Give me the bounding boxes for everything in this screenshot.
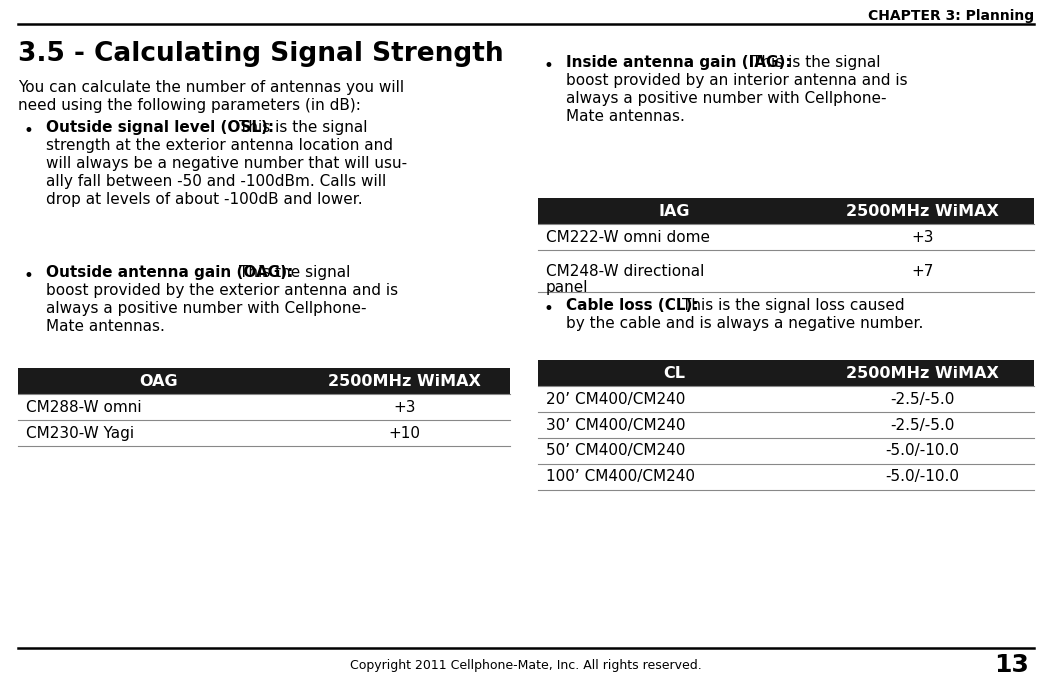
Text: boost provided by an interior antenna and is: boost provided by an interior antenna an… (566, 73, 908, 88)
Bar (538, 250, 1034, 292)
Text: strength at the exterior antenna location and: strength at the exterior antenna locatio… (46, 138, 393, 153)
Text: drop at levels of about -100dB and lower.: drop at levels of about -100dB and lower… (46, 192, 363, 207)
Bar (538, 386, 1034, 412)
Text: CM288-W omni: CM288-W omni (26, 400, 142, 414)
Text: -5.0/-10.0: -5.0/-10.0 (886, 470, 959, 484)
Bar (538, 438, 1034, 464)
Text: +10: +10 (388, 425, 420, 441)
Text: need using the following parameters (in dB):: need using the following parameters (in … (18, 98, 361, 113)
Text: IAG: IAG (659, 203, 690, 219)
Text: 13: 13 (994, 653, 1029, 677)
Text: 2500MHz WiMAX: 2500MHz WiMAX (846, 203, 998, 219)
Bar (18, 420, 510, 446)
Text: •: • (24, 122, 34, 140)
Text: 3.5 - Calculating Signal Strength: 3.5 - Calculating Signal Strength (18, 41, 504, 67)
Text: 30’ CM400/CM240: 30’ CM400/CM240 (546, 418, 686, 432)
Text: CM248-W directional: CM248-W directional (546, 264, 705, 279)
Text: CM230-W Yagi: CM230-W Yagi (26, 425, 134, 441)
Text: Cable loss (CL):: Cable loss (CL): (566, 298, 704, 313)
Text: CL: CL (664, 366, 686, 380)
Text: Mate antennas.: Mate antennas. (46, 319, 165, 334)
Text: 2500MHz WiMAX: 2500MHz WiMAX (328, 373, 481, 389)
Text: always a positive number with Cellphone-: always a positive number with Cellphone- (566, 91, 887, 106)
Text: panel: panel (546, 280, 588, 295)
Text: This is the signal loss caused: This is the signal loss caused (682, 298, 905, 313)
Text: This is the signal: This is the signal (752, 55, 881, 70)
Bar (18, 368, 510, 394)
Text: •: • (544, 57, 553, 75)
Text: Inside antenna gain (IAG):: Inside antenna gain (IAG): (566, 55, 796, 70)
Bar (538, 360, 1034, 386)
Text: •: • (544, 300, 553, 318)
Text: OAG: OAG (139, 373, 178, 389)
Text: Copyright 2011 Cellphone-Mate, Inc. All rights reserved.: Copyright 2011 Cellphone-Mate, Inc. All … (350, 659, 702, 672)
Text: This the signal: This the signal (239, 265, 350, 280)
Text: +3: +3 (911, 230, 934, 244)
Text: 2500MHz WiMAX: 2500MHz WiMAX (846, 366, 998, 380)
Bar (18, 394, 510, 420)
Bar (538, 412, 1034, 438)
Text: 100’ CM400/CM240: 100’ CM400/CM240 (546, 470, 695, 484)
Text: -2.5/-5.0: -2.5/-5.0 (890, 391, 954, 407)
Text: ally fall between -50 and -100dBm. Calls will: ally fall between -50 and -100dBm. Calls… (46, 174, 386, 189)
Text: +7: +7 (911, 264, 933, 278)
Text: •: • (24, 267, 34, 285)
Text: +3: +3 (393, 400, 416, 414)
Text: -5.0/-10.0: -5.0/-10.0 (886, 443, 959, 459)
Text: boost provided by the exterior antenna and is: boost provided by the exterior antenna a… (46, 283, 398, 298)
Text: 50’ CM400/CM240: 50’ CM400/CM240 (546, 443, 685, 459)
Text: CM222-W omni dome: CM222-W omni dome (546, 230, 710, 244)
Text: by the cable and is always a negative number.: by the cable and is always a negative nu… (566, 316, 924, 331)
Bar (538, 464, 1034, 490)
Text: will always be a negative number that will usu-: will always be a negative number that wi… (46, 156, 407, 171)
Text: Outside signal level (OSL):: Outside signal level (OSL): (46, 120, 280, 135)
Text: 20’ CM400/CM240: 20’ CM400/CM240 (546, 391, 685, 407)
Text: You can calculate the number of antennas you will: You can calculate the number of antennas… (18, 80, 404, 95)
Bar (538, 198, 1034, 224)
Text: always a positive number with Cellphone-: always a positive number with Cellphone- (46, 301, 366, 316)
Bar (538, 224, 1034, 250)
Text: -2.5/-5.0: -2.5/-5.0 (890, 418, 954, 432)
Text: This is the signal: This is the signal (239, 120, 367, 135)
Text: Mate antennas.: Mate antennas. (566, 109, 685, 124)
Text: CHAPTER 3: Planning: CHAPTER 3: Planning (868, 9, 1034, 23)
Text: Outside antenna gain (OAG):: Outside antenna gain (OAG): (46, 265, 299, 280)
